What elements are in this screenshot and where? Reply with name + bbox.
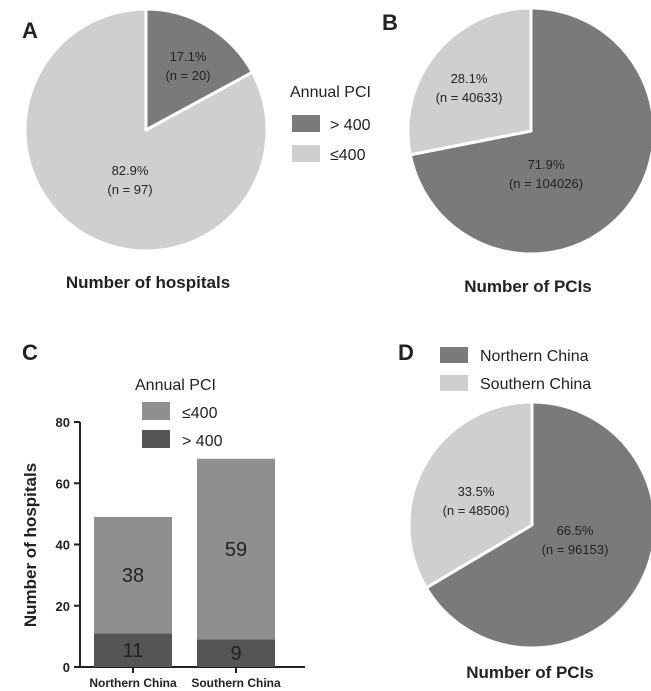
legend-title-ab: Annual PCI <box>290 84 371 101</box>
y-tick-label: 0 <box>63 660 70 675</box>
slice-label-b-le400-n: (n = 40633) <box>436 90 503 105</box>
slice-label-b-gt400-percent: 71.9% <box>528 157 565 172</box>
legend-annual-pci-ab: Annual PCI > 400 ≤400 <box>290 84 371 164</box>
panel-letter-a: A <box>22 18 38 43</box>
pie-slice-b-gt400 <box>408 6 651 256</box>
y-tick-label: 40 <box>56 538 70 553</box>
slice-label-d-southern-percent: 33.5% <box>458 484 495 499</box>
panel-letter-d: D <box>398 340 414 365</box>
legend-label-northern: Northern China <box>480 348 589 365</box>
caption-a: Number of hospitals <box>66 273 230 292</box>
bar-value-label-gt400: 11 <box>123 640 144 662</box>
bar-segment-gt400 <box>197 639 275 667</box>
y-tick-label: 60 <box>56 476 70 491</box>
slice-label-a-le400-n: (n = 97) <box>107 182 152 197</box>
pie-slice-d-southern <box>407 400 534 590</box>
legend-swatch-c-gt400 <box>142 430 170 448</box>
pie-chart-hospitals <box>23 7 269 253</box>
slice-label-a-le400-percent: 82.9% <box>112 163 149 178</box>
bar-segment-gt400 <box>94 633 172 667</box>
pie-slice-a-gt400 <box>144 7 254 132</box>
caption-b: Number of PCIs <box>464 277 592 296</box>
bar-value-label-le400: 38 <box>122 565 144 587</box>
slice-label-d-southern-n: (n = 48506) <box>443 503 510 518</box>
legend-label-c-gt400: > 400 <box>182 433 223 450</box>
slice-label-d-northern-n: (n = 96153) <box>542 542 609 557</box>
caption-d: Number of PCIs <box>466 663 594 682</box>
legend-swatch-c-le400 <box>142 402 170 420</box>
pie-chart-pcis-region <box>407 400 651 650</box>
legend-label-gt400: > 400 <box>330 117 371 134</box>
slice-label-b-gt400-n: (n = 104026) <box>509 176 583 191</box>
pie-chart-pcis <box>406 6 651 256</box>
y-tick-label: 80 <box>56 415 70 430</box>
bar-value-label-le400: 59 <box>225 539 247 561</box>
pie-slice-a-le400 <box>23 7 269 253</box>
legend-region-d: Northern China Southern China <box>440 347 591 393</box>
x-category-label: Northern China <box>89 676 177 690</box>
legend-swatch-gt400 <box>292 115 320 132</box>
legend-swatch-southern <box>440 375 468 391</box>
x-category-label: Southern China <box>191 676 281 690</box>
legend-label-southern: Southern China <box>480 376 591 393</box>
y-axis-title: Number of hospitals <box>21 463 40 627</box>
pie-slice-b-le400 <box>406 6 533 157</box>
slice-label-b-le400-percent: 28.1% <box>451 71 488 86</box>
legend-title-c: Annual PCI <box>135 377 216 394</box>
slice-label-a-gt400-percent: 17.1% <box>170 49 207 64</box>
legend-annual-pci-c: Annual PCI ≤400 > 400 <box>135 377 223 450</box>
panel-letter-b: B <box>382 10 398 35</box>
legend-swatch-le400 <box>292 145 320 162</box>
bar-segment-le400 <box>197 458 275 640</box>
pie-slice-d-northern <box>424 400 651 650</box>
y-tick-label: 20 <box>56 599 70 614</box>
legend-swatch-northern <box>440 347 468 363</box>
legend-label-le400: ≤400 <box>330 147 366 164</box>
bar-segment-le400 <box>94 516 172 634</box>
slice-label-d-northern-percent: 66.5% <box>557 523 594 538</box>
legend-label-c-le400: ≤400 <box>182 405 218 422</box>
panel-letter-c: C <box>22 340 38 365</box>
slice-label-a-gt400-n: (n = 20) <box>165 68 210 83</box>
bar-chart-hospitals: 0 20 40 60 80 11 38 Northern China 9 59 Southern C… <box>56 415 305 690</box>
bar-value-label-gt400: 9 <box>230 643 241 665</box>
